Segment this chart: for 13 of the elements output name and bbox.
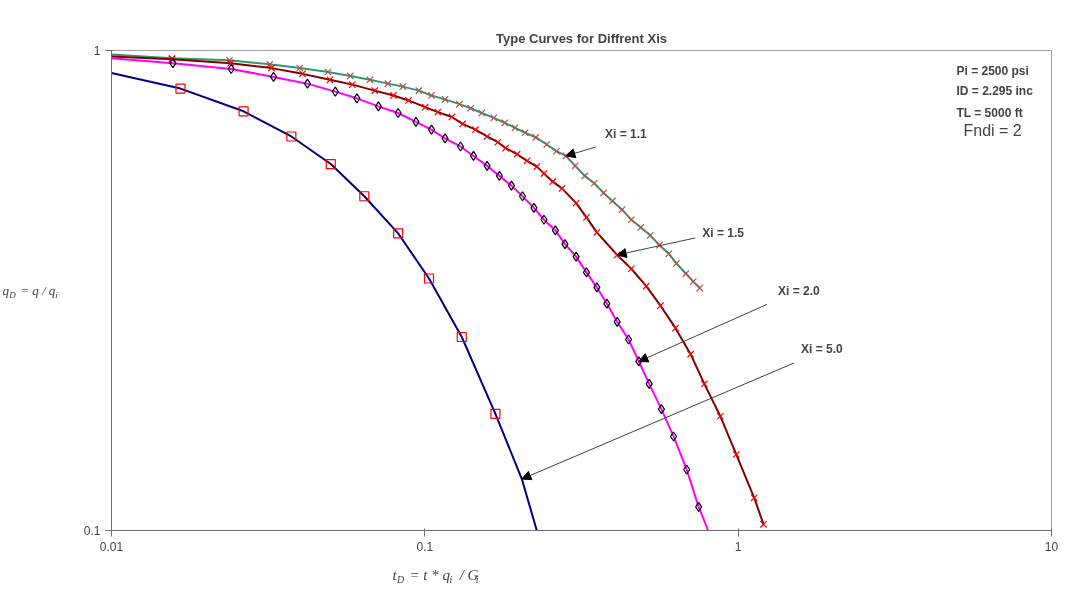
annotation: ID = 2.295 inc <box>956 83 1034 98</box>
annotation: Xi = 1.5 <box>702 225 745 240</box>
annotation: Fndi = 2 <box>963 122 1022 139</box>
x-tick-label: 0.1 <box>416 539 434 554</box>
chart-title: Type Curves for Diffrent Xis <box>496 30 667 46</box>
annotation: Pi = 2500 psi <box>956 63 1029 78</box>
annotation: Xi = 5.0 <box>801 342 844 357</box>
annotation: TL = 5000 ft <box>956 105 1023 120</box>
x-tick-label: 1 <box>734 539 742 554</box>
annotation: Xi = 1.1 <box>605 126 648 141</box>
x-tick-label: 0.01 <box>99 539 124 554</box>
x-tick-label: 10 <box>1044 539 1059 554</box>
annotation: Xi = 2.0 <box>778 284 821 299</box>
